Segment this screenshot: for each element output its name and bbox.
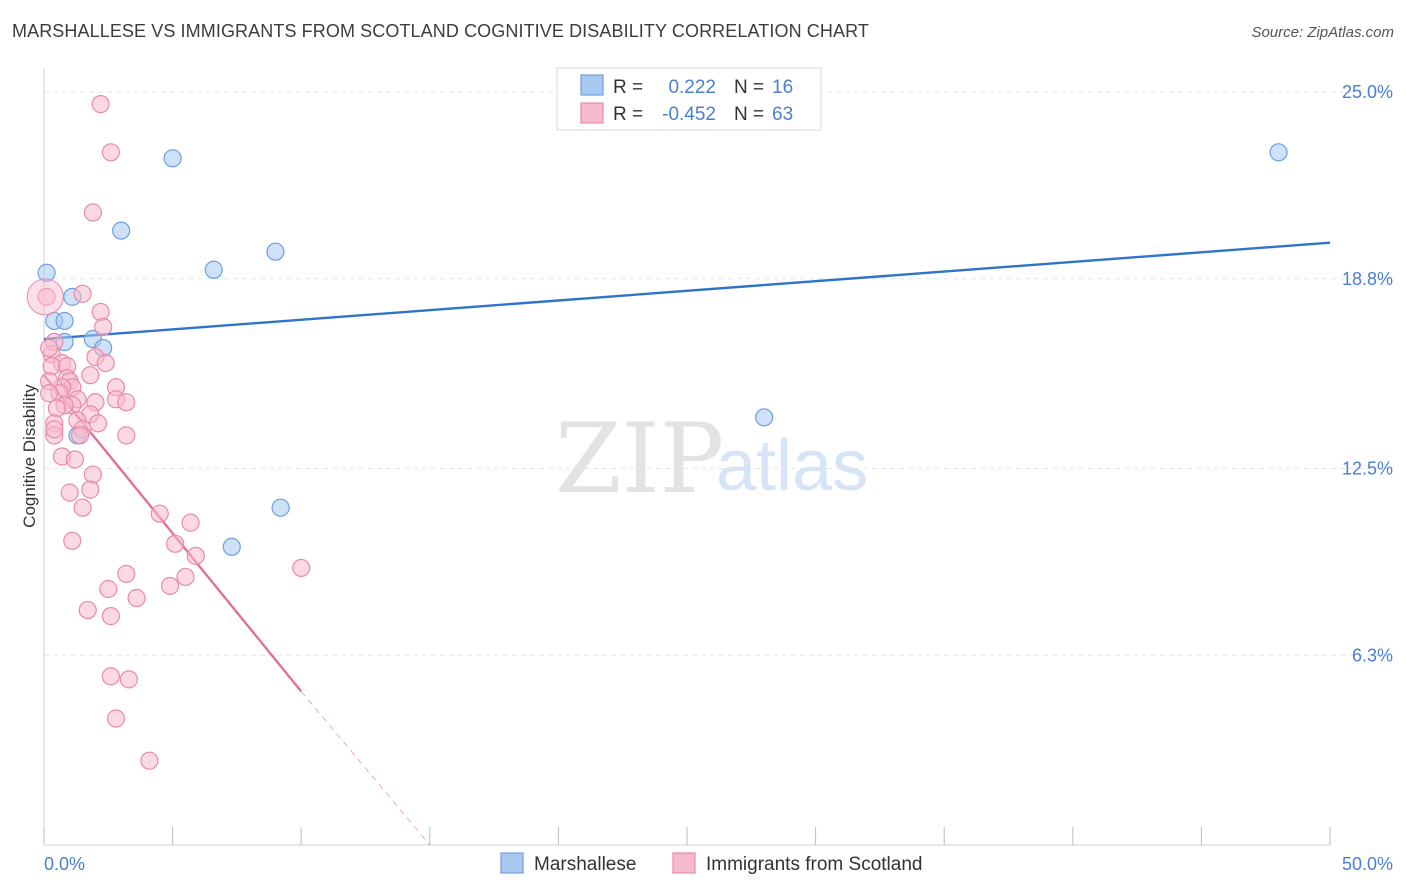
scotland-point <box>45 420 64 439</box>
marshallese-trend-line <box>43 241 1331 341</box>
marshallese-point <box>271 498 290 517</box>
scotland-point <box>83 465 102 484</box>
x-tick-label-max: 50.0% <box>1342 854 1393 874</box>
chart-title: MARSHALLESE VS IMMIGRANTS FROM SCOTLAND … <box>12 21 869 41</box>
scotland-point <box>176 567 195 587</box>
scotland-point <box>292 558 311 578</box>
y-tick-label: 6.3% <box>1352 645 1393 665</box>
scotland-point <box>150 504 169 523</box>
scotland-point <box>101 607 120 626</box>
watermark-atlas: atlas <box>716 426 868 506</box>
watermark: ZIP atlas <box>555 403 868 515</box>
legend-swatch-scotland <box>672 852 696 874</box>
marshallese-point <box>204 260 223 279</box>
scotland-point <box>127 588 146 608</box>
scotland-point <box>99 579 118 599</box>
bottom-legend: Marshallese Immigrants from Scotland <box>500 852 922 875</box>
scotland-point <box>91 302 110 322</box>
legend-label-marshallese: Marshallese <box>534 854 636 875</box>
scotland-point <box>47 399 66 418</box>
watermark-zip: ZIP <box>555 403 724 515</box>
scotland-point <box>140 751 159 770</box>
scotland-point <box>42 357 61 376</box>
legend-swatch-marshallese <box>500 852 524 874</box>
y-tick-label: 18.8% <box>1342 269 1393 289</box>
scotland-point <box>88 414 108 433</box>
scotland-point <box>37 287 56 306</box>
scotland-point <box>83 203 102 222</box>
marshallese-point <box>266 242 285 261</box>
scotland-point <box>101 667 120 686</box>
axes <box>43 68 1331 846</box>
scotland-point <box>40 338 59 358</box>
scotland-point <box>70 426 90 445</box>
marshallese-point <box>55 311 74 331</box>
scotland-point <box>186 546 205 565</box>
marshallese-point <box>112 221 131 240</box>
stats-r-label-marshallese: R = <box>613 77 643 98</box>
scotland-trend-extension <box>300 691 431 846</box>
scotland-point <box>60 483 79 502</box>
scotland-point <box>117 564 136 584</box>
stats-n-label-marshallese: N = <box>734 77 764 98</box>
scotland-point <box>91 95 110 114</box>
grid-lines <box>44 91 1392 656</box>
stats-legend: R = 0.222 N = 16 R = -0.452 N = 63 <box>556 67 822 131</box>
stats-swatch-scotland <box>580 102 604 124</box>
x-tick-label-min: 0.0% <box>44 854 85 874</box>
scotland-point <box>94 317 113 337</box>
marshallese-point <box>755 408 774 427</box>
scotland-point <box>181 513 200 532</box>
y-tick-label: 25.0% <box>1342 82 1393 102</box>
scotland-point <box>117 426 136 445</box>
scotland-point <box>63 531 82 550</box>
marshallese-point <box>163 149 182 168</box>
stats-r-label-scotland: R = <box>613 104 643 125</box>
scotland-point <box>65 450 84 469</box>
scotland-point-large <box>26 278 64 316</box>
stats-swatch-marshallese <box>580 74 604 96</box>
scotland-point <box>78 600 97 620</box>
tick-labels: 6.3% 12.5% 18.8% 25.0% 0.0% 50.0% <box>44 82 1393 874</box>
y-tick-label: 12.5% <box>1342 459 1393 479</box>
marshallese-point <box>1269 143 1288 162</box>
stats-n-value-marshallese: 16 <box>772 77 793 98</box>
scotland-point <box>96 354 115 373</box>
stats-r-value-scotland: -0.452 <box>662 104 716 125</box>
marshallese-point <box>37 263 56 282</box>
scotland-point <box>101 143 120 162</box>
scotland-point <box>73 284 92 303</box>
scotland-point <box>106 709 126 728</box>
scotland-point <box>81 480 100 499</box>
legend-label-scotland: Immigrants from Scotland <box>706 854 922 875</box>
stats-r-value-marshallese: 0.222 <box>668 77 716 98</box>
scotland-point <box>73 498 92 517</box>
scotland-point <box>40 384 59 403</box>
stats-n-value-scotland: 63 <box>772 104 793 125</box>
scotland-point <box>119 670 138 689</box>
y-axis-label: Cognitive Disability <box>20 384 39 528</box>
scotland-point <box>81 366 100 385</box>
data-points <box>26 95 1288 770</box>
marshallese-point <box>222 537 241 556</box>
scotland-point <box>166 534 185 553</box>
stats-n-label-scotland: N = <box>734 104 764 125</box>
scotland-point <box>160 576 180 596</box>
chart-source: Source: ZipAtlas.com <box>1251 24 1394 41</box>
scotland-point <box>117 393 136 412</box>
